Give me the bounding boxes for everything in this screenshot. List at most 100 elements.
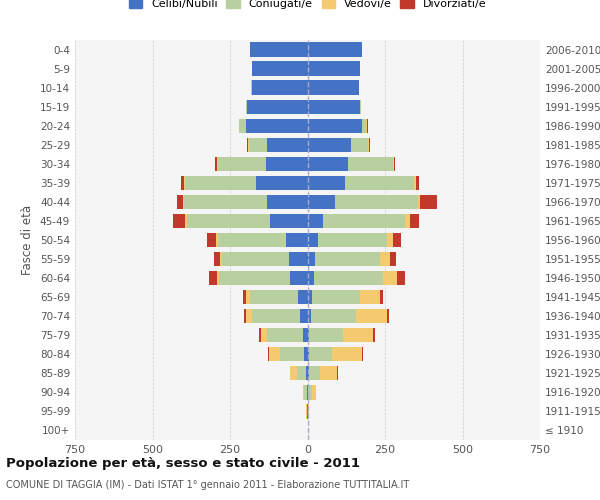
Bar <box>298 290 308 304</box>
Text: Popolazione per età, sesso e stato civile - 2011: Popolazione per età, sesso e stato civil… <box>6 458 360 470</box>
Bar <box>269 347 280 362</box>
Bar <box>286 233 308 247</box>
Bar <box>219 271 290 285</box>
Bar <box>308 138 351 152</box>
Bar <box>267 195 308 209</box>
Bar <box>394 156 395 171</box>
Bar <box>256 176 308 190</box>
Bar <box>304 347 308 362</box>
Bar <box>397 271 405 285</box>
Bar <box>383 271 397 285</box>
Bar <box>368 138 369 152</box>
Bar <box>420 195 437 209</box>
Bar <box>386 233 393 247</box>
Bar <box>308 347 309 362</box>
Bar <box>217 156 218 171</box>
Bar <box>308 404 309 418</box>
Bar <box>308 156 348 171</box>
Bar <box>308 80 359 95</box>
Bar <box>250 42 308 56</box>
Bar <box>300 309 308 324</box>
Bar <box>251 80 252 95</box>
Bar <box>393 233 401 247</box>
Bar <box>247 100 308 114</box>
Bar <box>244 309 245 324</box>
Bar <box>245 100 247 114</box>
Bar <box>296 366 306 380</box>
Text: COMUNE DI TAGGIA (IM) - Dati ISTAT 1° gennaio 2011 - Elaborazione TUTTITALIA.IT: COMUNE DI TAGGIA (IM) - Dati ISTAT 1° ge… <box>6 480 409 490</box>
Bar <box>247 138 248 152</box>
Bar <box>220 252 222 266</box>
Bar <box>266 156 308 171</box>
Bar <box>418 195 420 209</box>
Bar <box>184 176 185 190</box>
Bar <box>177 195 182 209</box>
Bar <box>308 214 323 228</box>
Bar <box>308 252 315 266</box>
Bar <box>308 42 362 56</box>
Bar <box>289 252 308 266</box>
Bar <box>386 309 389 324</box>
Bar <box>308 385 311 400</box>
Bar <box>222 252 289 266</box>
Bar <box>261 328 267 342</box>
Bar <box>312 290 360 304</box>
Bar <box>344 176 415 190</box>
Bar <box>271 214 308 228</box>
Bar <box>215 156 217 171</box>
Bar <box>302 385 304 400</box>
Bar <box>214 252 220 266</box>
Bar <box>187 214 271 228</box>
Bar <box>290 366 296 380</box>
Bar <box>239 118 245 133</box>
Bar <box>248 138 267 152</box>
Bar <box>181 176 184 190</box>
Bar <box>380 252 389 266</box>
Bar <box>182 195 184 209</box>
Bar <box>380 290 383 304</box>
Bar <box>308 118 362 133</box>
Bar <box>259 328 261 342</box>
Bar <box>267 138 308 152</box>
Bar <box>405 214 410 228</box>
Bar <box>308 366 309 380</box>
Bar <box>319 233 386 247</box>
Bar <box>245 290 250 304</box>
Bar <box>280 347 304 362</box>
Bar <box>306 366 308 380</box>
Bar <box>348 156 393 171</box>
Bar <box>290 271 308 285</box>
Bar <box>252 80 308 95</box>
Bar <box>209 271 217 285</box>
Bar <box>308 62 360 76</box>
Bar <box>309 366 320 380</box>
Bar <box>308 328 309 342</box>
Bar <box>360 290 380 304</box>
Bar <box>308 309 311 324</box>
Bar <box>389 252 396 266</box>
Bar <box>207 233 217 247</box>
Bar <box>303 328 308 342</box>
Bar <box>335 195 418 209</box>
Bar <box>250 290 298 304</box>
Bar <box>308 195 335 209</box>
Bar <box>252 309 300 324</box>
Bar <box>311 309 356 324</box>
Bar <box>314 271 383 285</box>
Bar <box>308 271 314 285</box>
Bar <box>217 271 219 285</box>
Bar <box>337 366 338 380</box>
Bar <box>252 62 308 76</box>
Bar <box>362 118 367 133</box>
Bar <box>373 328 375 342</box>
Bar <box>367 118 368 133</box>
Bar <box>268 347 269 362</box>
Bar <box>218 233 286 247</box>
Bar <box>410 214 419 228</box>
Bar <box>267 328 303 342</box>
Bar <box>184 195 267 209</box>
Bar <box>304 385 307 400</box>
Bar <box>323 214 405 228</box>
Bar <box>343 328 373 342</box>
Bar <box>309 328 343 342</box>
